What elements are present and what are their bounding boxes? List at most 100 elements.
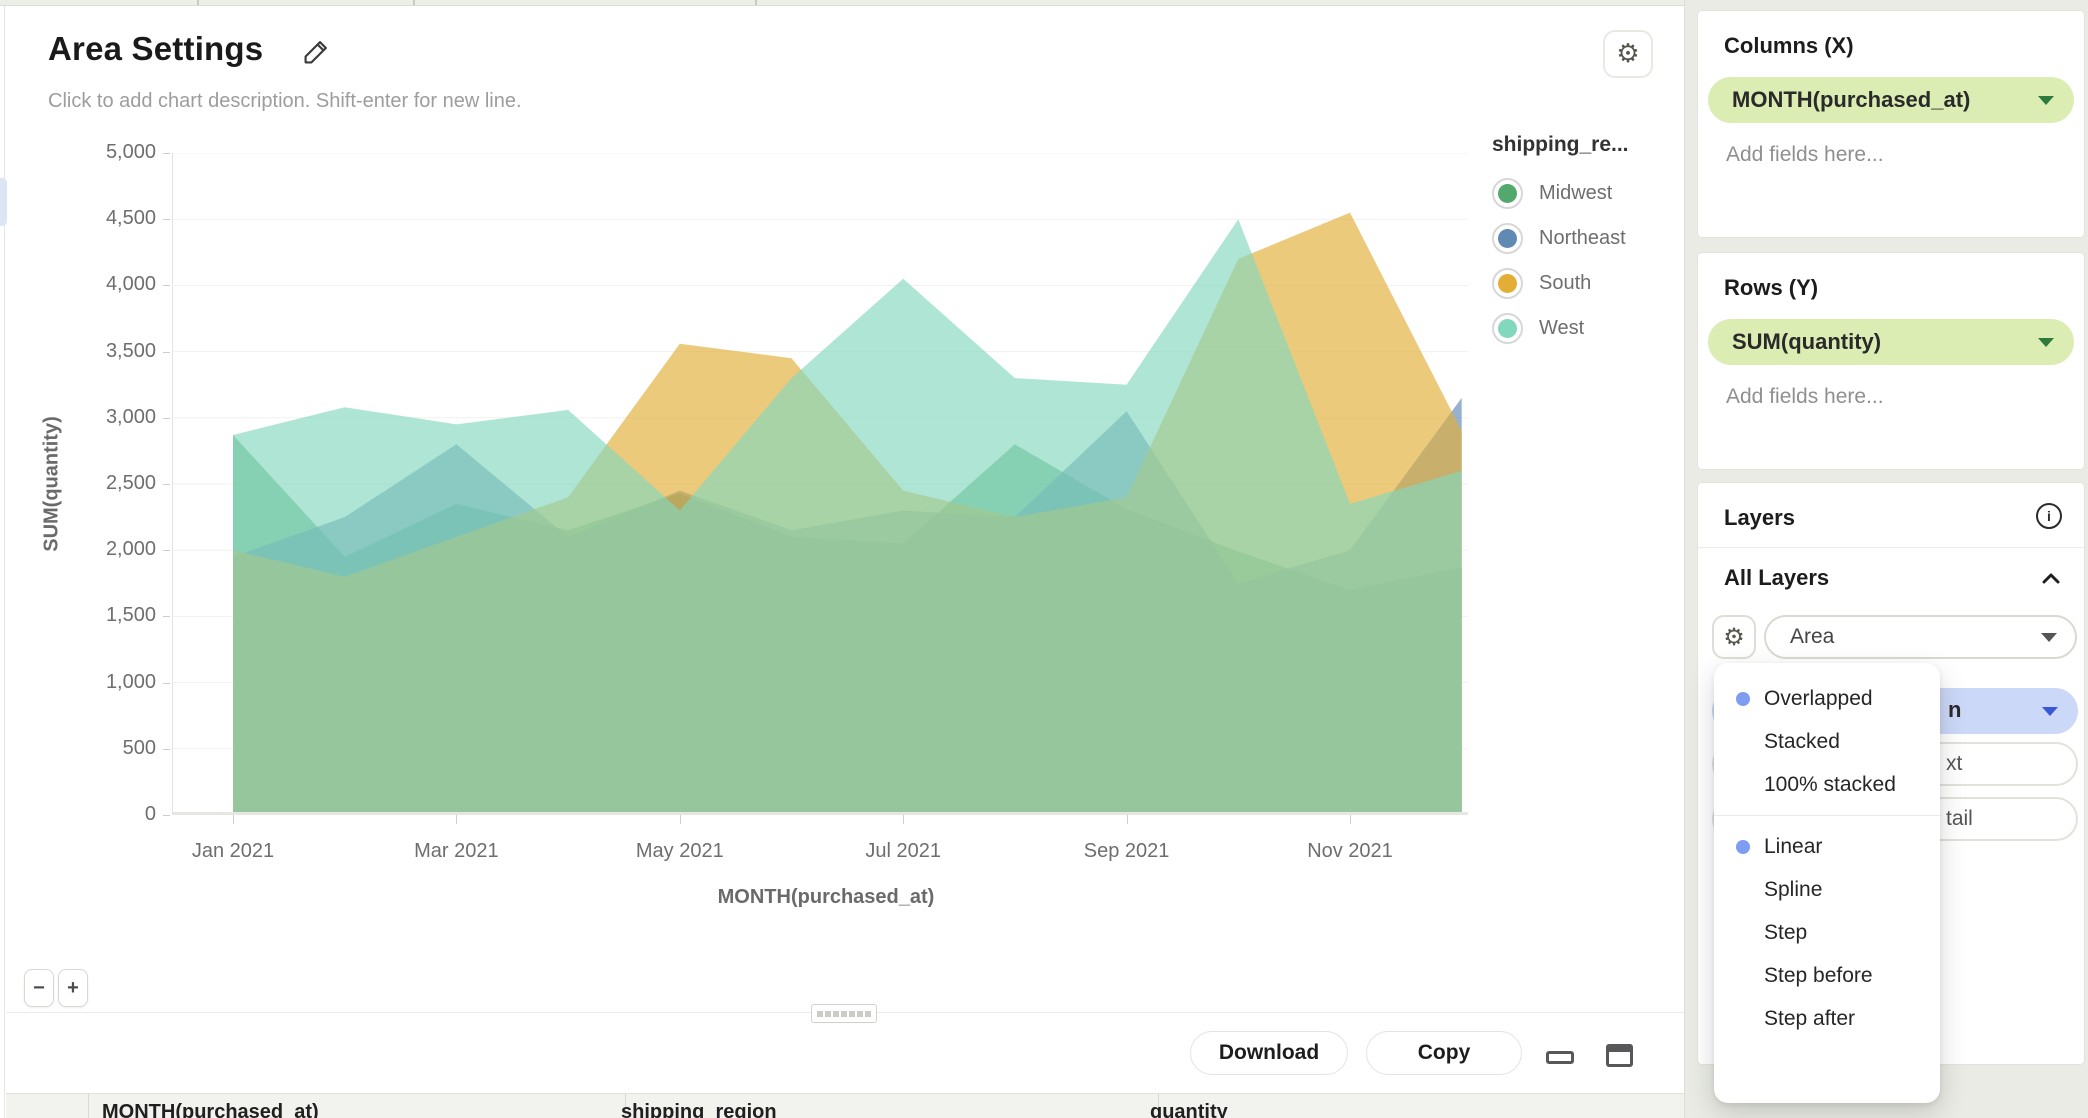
chevron-up-icon[interactable] <box>2042 571 2060 589</box>
rows-y-title: Rows (Y) <box>1724 275 1819 300</box>
column-divider <box>625 1094 626 1118</box>
table-column-header[interactable]: quantity <box>1150 1101 1228 1118</box>
chart-plot-area[interactable] <box>172 153 1468 815</box>
table-column-header[interactable]: MONTH(purchased_at) <box>102 1101 319 1118</box>
table-column-header[interactable]: shipping_region <box>621 1101 777 1118</box>
legend-swatch-icon <box>1492 223 1523 254</box>
y-tick-label: 2,500 <box>105 472 156 494</box>
window-layout-icon[interactable] <box>1606 1044 1633 1067</box>
menu-item-stacked[interactable]: Stacked <box>1764 730 1840 753</box>
layer-type-select[interactable]: Area <box>1764 615 2077 659</box>
area-chart-svg <box>172 153 1468 815</box>
download-button[interactable]: Download <box>1190 1031 1348 1075</box>
legend-item-west[interactable]: West <box>1492 306 1682 351</box>
layer-settings-gear-button[interactable]: ⚙ <box>1712 615 1756 659</box>
column-divider <box>88 1094 89 1118</box>
collapse-panel-icon[interactable] <box>1546 1051 1574 1064</box>
legend-swatch-icon <box>1492 268 1523 299</box>
legend-item-south[interactable]: South <box>1492 261 1682 306</box>
x-tick-label: Mar 2021 <box>414 840 499 862</box>
page-title: Area Settings <box>48 30 264 67</box>
rows-y-field-label: SUM(quantity) <box>1732 329 1882 354</box>
rows-y-card: Rows (Y) SUM(quantity) Add fields here..… <box>1697 252 2085 470</box>
menu-item-spline[interactable]: Spline <box>1764 878 1823 901</box>
chart-description-placeholder[interactable]: Click to add chart description. Shift-en… <box>48 90 522 112</box>
y-tick-label: 3,500 <box>105 339 156 362</box>
x-tick-mark <box>1350 815 1351 824</box>
gear-icon: ⚙ <box>1616 39 1640 69</box>
rows-y-add-fields[interactable]: Add fields here... <box>1726 385 1884 408</box>
edit-title-pencil-icon[interactable] <box>300 36 332 68</box>
strip-divider <box>197 0 199 5</box>
selected-dot-icon <box>1736 839 1750 854</box>
column-divider <box>1158 1094 1159 1118</box>
x-tick-label: Nov 2021 <box>1307 840 1393 862</box>
menu-item-step-after[interactable]: Step after <box>1764 1007 1856 1030</box>
rows-y-field-pill[interactable]: SUM(quantity) <box>1708 319 2074 365</box>
y-tick-mark <box>163 748 170 750</box>
y-tick-mark <box>163 417 170 419</box>
x-tick-label: May 2021 <box>635 840 724 862</box>
legend-item-midwest[interactable]: Midwest <box>1492 171 1682 216</box>
collapsed-panel-indicator[interactable] <box>0 178 7 226</box>
menu-item-step[interactable]: Step <box>1764 921 1808 944</box>
chevron-down-icon <box>2042 707 2058 716</box>
menu-item-linear[interactable]: Linear <box>1714 825 1940 868</box>
plus-icon: + <box>67 976 79 999</box>
strip-divider <box>413 0 415 5</box>
y-tick-mark <box>163 219 170 221</box>
y-tick-label: 2,000 <box>105 538 156 561</box>
text-field-visible-text: xt <box>1946 752 1963 775</box>
layers-title: Layers <box>1724 505 1795 530</box>
y-tick-label: 1,000 <box>105 670 156 693</box>
y-tick-label: 500 <box>122 736 156 759</box>
y-tick-mark <box>163 815 170 816</box>
left-border <box>0 6 5 1118</box>
x-tick-label: Sep 2021 <box>1083 840 1170 862</box>
y-axis-title: SUM(quantity) <box>40 416 63 552</box>
menu-item-overlapped[interactable]: Overlapped <box>1714 677 1940 720</box>
layer-type-value: Area <box>1790 625 1835 648</box>
menu-item-step-before[interactable]: Step before <box>1764 964 1873 987</box>
x-tick-label: Jan 2021 <box>191 840 275 862</box>
area-type-dropdown-menu: Overlapped Stacked 100% stacked Linear Splin… <box>1714 663 1940 1103</box>
columns-x-field-label: MONTH(purchased_at) <box>1732 87 1971 112</box>
divider <box>1698 547 2084 548</box>
legend-label: South <box>1539 272 1592 294</box>
legend-label: Northeast <box>1539 227 1626 249</box>
copy-button[interactable]: Copy <box>1366 1031 1522 1075</box>
x-tick-mark <box>1126 815 1128 824</box>
resize-drag-handle[interactable] <box>811 1004 877 1023</box>
chevron-down-icon[interactable] <box>2038 96 2054 105</box>
columns-x-field-pill[interactable]: MONTH(purchased_at) <box>1708 77 2074 123</box>
chart-settings-gear-button[interactable]: ⚙ <box>1603 30 1653 78</box>
legend-item-northeast[interactable]: Northeast <box>1492 216 1682 261</box>
y-tick-mark <box>163 153 170 154</box>
area-series-west[interactable] <box>233 219 1462 815</box>
gear-icon: ⚙ <box>1723 623 1745 651</box>
y-tick-label: 4,000 <box>105 273 156 296</box>
columns-x-add-fields[interactable]: Add fields here... <box>1726 143 1884 166</box>
legend-title: shipping_re... <box>1492 133 1629 156</box>
columns-x-title: Columns (X) <box>1724 33 1854 58</box>
menu-item-100-stacked[interactable]: 100% stacked <box>1764 773 1896 796</box>
y-tick-mark <box>163 285 170 287</box>
color-by-field-visible-text: n <box>1948 697 1962 722</box>
info-icon[interactable]: i <box>2036 503 2062 529</box>
legend-swatch-icon <box>1492 178 1523 209</box>
legend-items: Midwest Northeast South West <box>1492 171 1682 351</box>
x-tick-mark <box>903 815 905 824</box>
y-tick-mark <box>163 550 170 552</box>
y-tick-label: 0 <box>144 803 156 825</box>
x-tick-mark <box>456 815 458 824</box>
x-tick-mark <box>233 815 234 824</box>
top-strip <box>0 0 1684 6</box>
zoom-out-button[interactable]: − <box>24 969 54 1007</box>
zoom-in-button[interactable]: + <box>58 969 88 1007</box>
legend-swatch-icon <box>1492 313 1523 344</box>
y-tick-label: 5,000 <box>105 141 156 163</box>
y-tick-mark <box>163 682 170 684</box>
minus-icon: − <box>33 976 45 999</box>
chevron-down-icon[interactable] <box>2038 338 2054 347</box>
y-tick-mark <box>163 484 170 485</box>
